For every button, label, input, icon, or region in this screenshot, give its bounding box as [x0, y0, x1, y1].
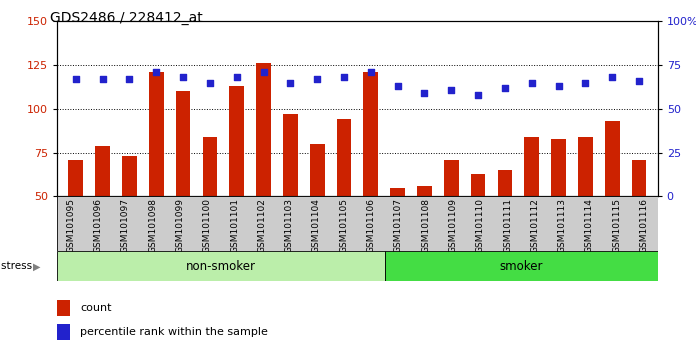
Point — [124, 76, 135, 82]
Bar — [631, 160, 647, 284]
Text: GSM101116: GSM101116 — [640, 198, 649, 253]
Text: GSM101109: GSM101109 — [448, 198, 457, 253]
Point — [177, 74, 189, 80]
Bar — [470, 174, 485, 284]
Point — [580, 80, 591, 85]
Text: non-smoker: non-smoker — [186, 260, 256, 273]
Bar — [385, 251, 658, 281]
Text: GSM101115: GSM101115 — [612, 198, 622, 253]
Point — [231, 74, 242, 80]
Text: ▶: ▶ — [33, 261, 41, 272]
Point — [151, 69, 162, 75]
Bar — [230, 86, 244, 284]
Bar — [310, 144, 324, 284]
Text: GDS2486 / 228412_at: GDS2486 / 228412_at — [50, 11, 203, 25]
Text: GSM101101: GSM101101 — [230, 198, 239, 253]
Bar — [444, 160, 459, 284]
Bar — [149, 72, 164, 284]
Point — [499, 85, 510, 91]
Bar — [524, 137, 539, 284]
Bar — [363, 72, 378, 284]
Point — [553, 83, 564, 89]
Text: smoker: smoker — [500, 260, 543, 273]
Text: GSM101106: GSM101106 — [367, 198, 376, 253]
Point — [258, 69, 269, 75]
Point — [419, 90, 430, 96]
Text: GSM101114: GSM101114 — [585, 198, 594, 253]
Bar — [256, 63, 271, 284]
Text: GSM101108: GSM101108 — [421, 198, 430, 253]
Text: percentile rank within the sample: percentile rank within the sample — [80, 327, 268, 337]
Bar — [57, 300, 70, 316]
Point — [312, 76, 323, 82]
Point — [97, 76, 108, 82]
Text: GSM101111: GSM101111 — [503, 198, 512, 253]
Point — [365, 69, 377, 75]
Bar — [175, 91, 191, 284]
Bar — [390, 188, 405, 284]
Bar — [498, 170, 512, 284]
Bar — [57, 251, 385, 281]
Point — [70, 76, 81, 82]
Bar — [122, 156, 137, 284]
Text: stress: stress — [1, 261, 35, 272]
Bar — [417, 186, 432, 284]
Point — [338, 74, 349, 80]
Bar — [57, 324, 70, 340]
Text: GSM101099: GSM101099 — [175, 198, 184, 253]
Bar — [337, 119, 351, 284]
Point — [473, 92, 484, 98]
Text: GSM101112: GSM101112 — [530, 198, 539, 253]
Point — [633, 78, 644, 84]
Bar — [551, 139, 566, 284]
Text: GSM101095: GSM101095 — [66, 198, 75, 253]
Bar — [605, 121, 619, 284]
Point — [526, 80, 537, 85]
Bar — [95, 145, 110, 284]
Text: GSM101113: GSM101113 — [557, 198, 567, 253]
Text: GSM101107: GSM101107 — [394, 198, 403, 253]
Point — [607, 74, 618, 80]
Text: count: count — [80, 303, 111, 313]
Text: GSM101097: GSM101097 — [121, 198, 130, 253]
Text: GSM101103: GSM101103 — [285, 198, 294, 253]
Text: GSM101104: GSM101104 — [312, 198, 321, 253]
Point — [205, 80, 216, 85]
Text: GSM101100: GSM101100 — [203, 198, 212, 253]
Text: GSM101105: GSM101105 — [339, 198, 348, 253]
Bar — [203, 137, 217, 284]
Bar — [578, 137, 593, 284]
Text: GSM101096: GSM101096 — [93, 198, 102, 253]
Point — [392, 83, 403, 89]
Text: GSM101110: GSM101110 — [476, 198, 484, 253]
Point — [445, 87, 457, 92]
Text: GSM101098: GSM101098 — [148, 198, 157, 253]
Text: GSM101102: GSM101102 — [258, 198, 267, 253]
Bar — [283, 114, 298, 284]
Point — [285, 80, 296, 85]
Bar — [68, 160, 84, 284]
